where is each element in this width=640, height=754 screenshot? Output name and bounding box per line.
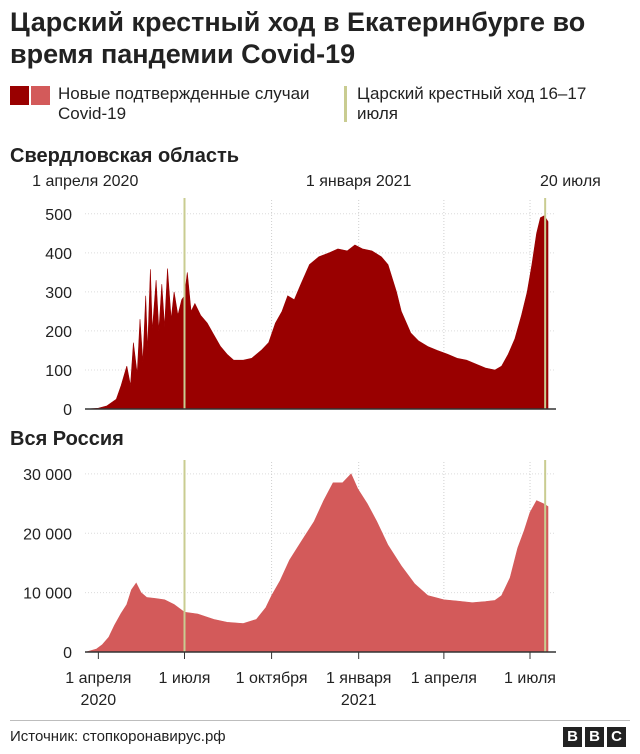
area-series-2 (86, 473, 549, 653)
legend-cases-label: Новые подтвержденные случаи Covid-19 (58, 84, 310, 123)
y-tick-label: 20 000 (23, 526, 72, 543)
legend-swatch-dark (10, 86, 29, 105)
y-tick-label: 100 (45, 363, 72, 380)
x-tick-label: 1 апреля (65, 670, 131, 687)
bbc-logo-letter-1: B (563, 727, 582, 747)
y-tick-label: 300 (45, 285, 72, 302)
y-tick-label: 0 (63, 402, 72, 419)
bbc-logo: B B C (563, 727, 626, 747)
y-tick-label: 0 (63, 645, 72, 662)
source-note: Источник: стопкоронавирус.рф (10, 728, 226, 745)
x-tick-label: 1 января (326, 670, 391, 687)
footer-divider (10, 720, 630, 721)
panel-title-1: Свердловская область (10, 145, 239, 167)
charts-canvas: Свердловская область 0 100 200 300 400 500 1 ап… (10, 145, 601, 709)
x-tick-label: 1 июля (159, 670, 211, 687)
x-tick-label: 1 октября (236, 670, 308, 687)
y-tick-label: 30 000 (23, 467, 72, 484)
x-tick-label: 1 апреля (411, 670, 477, 687)
panel-title-2: Вся Россия (10, 428, 124, 450)
x-tick-label: 1 июля (504, 670, 556, 687)
legend-event-marker (344, 86, 347, 122)
y-tick-label: 400 (45, 246, 72, 263)
legend: Новые подтвержденные случаи Covid-19 Цар… (0, 82, 640, 128)
y-tick-label: 200 (45, 324, 72, 341)
legend-event-label: Царский крестный ход 16–17 июля (357, 84, 587, 123)
x-tick-label-year: 2021 (341, 692, 377, 709)
page-title: Царский крестный ход в Екатеринбурге во … (10, 7, 586, 69)
y-tick-label: 10 000 (23, 586, 72, 603)
top-date-label: 1 апреля 2020 (32, 173, 138, 190)
area-series-1 (86, 215, 549, 410)
top-date-label: 1 января 2021 (306, 173, 412, 190)
x-tick-label-year: 2020 (81, 692, 117, 709)
y-tick-label: 500 (45, 207, 72, 224)
bbc-logo-letter-2: B (585, 727, 604, 747)
legend-swatch-light (31, 86, 50, 105)
bbc-logo-letter-3: C (607, 727, 626, 747)
top-date-label: 20 июля (540, 173, 601, 190)
